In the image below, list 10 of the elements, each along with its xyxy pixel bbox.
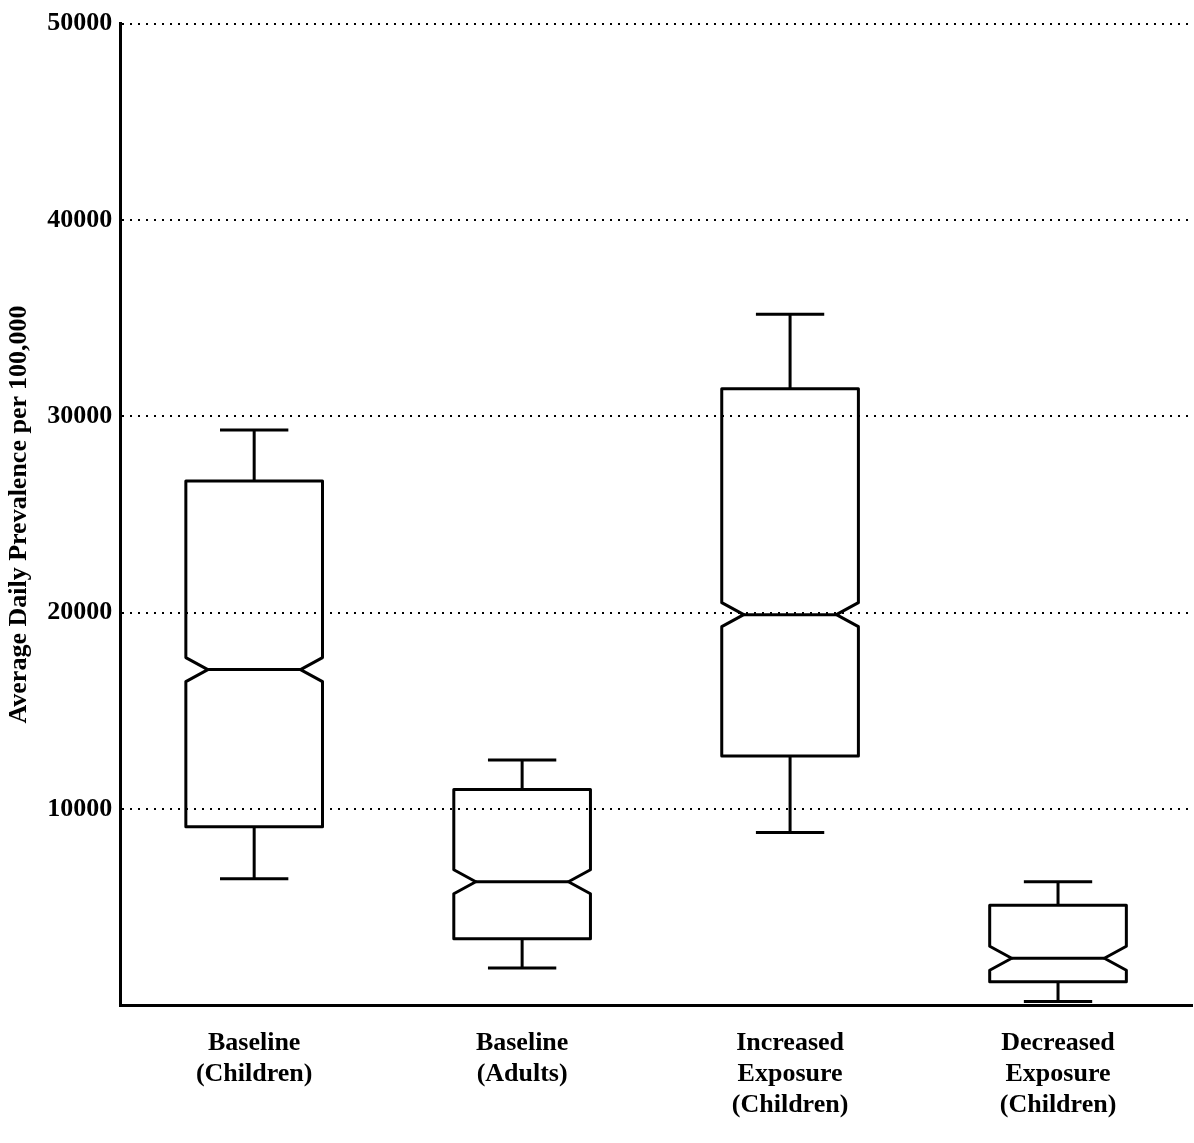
- x-tick-label: Baseline (Adults): [475, 1026, 569, 1087]
- y-tick-label: 50000: [47, 7, 113, 37]
- y-tick-label: 40000: [47, 203, 113, 233]
- y-axis-title: Average Daily Prevalence per 100,000: [3, 305, 33, 724]
- x-tick-label: Baseline (Children): [195, 1026, 313, 1087]
- y-tick-label: 10000: [47, 792, 113, 822]
- y-tick-label: 20000: [47, 596, 113, 626]
- x-tick-label: Increased Exposure (Children): [731, 1026, 849, 1119]
- y-tick-label: 30000: [47, 400, 113, 430]
- x-tick-label: Decreased Exposure (Children): [999, 1026, 1117, 1119]
